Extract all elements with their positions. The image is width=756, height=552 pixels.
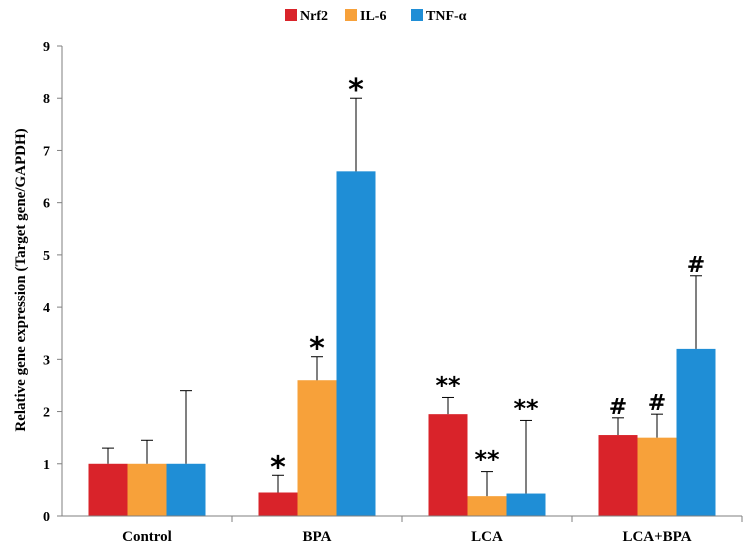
x-tick-label: LCA+BPA	[622, 529, 691, 545]
legend-item-nrf2: Nrf2	[285, 9, 328, 24]
bar	[258, 492, 298, 516]
significance-mark: *	[309, 332, 325, 367]
significance-mark: #	[687, 253, 705, 278]
y-tick-label: 9	[43, 40, 50, 55]
y-tick-label: 5	[43, 249, 50, 264]
bar	[637, 437, 677, 516]
significance-mark: **	[474, 446, 500, 474]
bar	[506, 493, 546, 516]
bar	[598, 435, 638, 516]
y-tick-label: 2	[43, 406, 50, 421]
bar	[467, 496, 507, 516]
significance-mark: #	[648, 391, 666, 416]
x-tick-label: LCA	[471, 529, 503, 545]
legend-item-tnf: TNF-α	[411, 9, 467, 24]
significance-mark: *	[348, 73, 364, 108]
y-tick-label: 4	[43, 301, 50, 316]
significance-mark: **	[435, 371, 461, 399]
x-axis-labels: Control BPA LCA LCA+BPA	[122, 529, 692, 545]
error-bars	[102, 97, 702, 497]
bar	[127, 463, 167, 516]
legend-label-tnf: TNF-α	[426, 9, 467, 24]
legend-swatch-tnf	[411, 9, 423, 21]
bars	[88, 171, 716, 517]
y-axis-label: Relative gene expression (Target gene/GA…	[13, 128, 29, 431]
axes	[61, 46, 743, 522]
significance-mark: **	[513, 394, 539, 422]
y-tick-label: 7	[43, 144, 50, 159]
bar	[428, 414, 468, 516]
y-tick-label: 6	[43, 197, 50, 212]
significance-marks: ***#***#***#	[270, 73, 705, 485]
x-tick-label: Control	[122, 529, 172, 545]
y-tick-label: 0	[43, 510, 50, 525]
bar	[166, 463, 206, 516]
x-tick-label: BPA	[303, 529, 332, 545]
bar	[336, 171, 376, 517]
legend-item-il6: IL-6	[345, 9, 386, 24]
legend-label-nrf2: Nrf2	[300, 9, 328, 24]
legend-swatch-il6	[345, 9, 357, 21]
legend: Nrf2 IL-6 TNF-α	[285, 9, 467, 24]
y-tick-label: 1	[43, 458, 50, 473]
y-axis-ticks: 0 1 2 3 4 5 6 7 8 9	[43, 40, 62, 525]
significance-mark: #	[609, 395, 627, 420]
significance-mark: *	[270, 450, 286, 485]
bar	[88, 463, 128, 516]
bar	[676, 348, 716, 516]
legend-swatch-nrf2	[285, 9, 297, 21]
legend-label-il6: IL-6	[360, 9, 386, 24]
bar	[297, 380, 337, 516]
y-tick-label: 3	[43, 353, 50, 368]
y-tick-label: 8	[43, 92, 50, 107]
